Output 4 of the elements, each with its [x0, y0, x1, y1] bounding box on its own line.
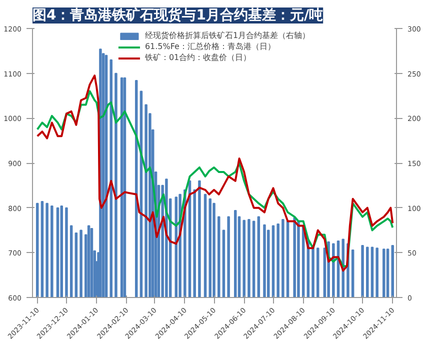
legend-label: 经现货价格折算后铁矿石1月合约基差（右轴）: [144, 30, 310, 41]
legend-label: 铁矿：01合约：收盘价（日）: [144, 52, 252, 63]
chart-title: 图4：青岛港铁矿石现货与1月合约基差：元/吨: [32, 6, 324, 24]
legend-label: 61.5%Fe：汇总价格：青岛港（日）: [144, 41, 276, 52]
